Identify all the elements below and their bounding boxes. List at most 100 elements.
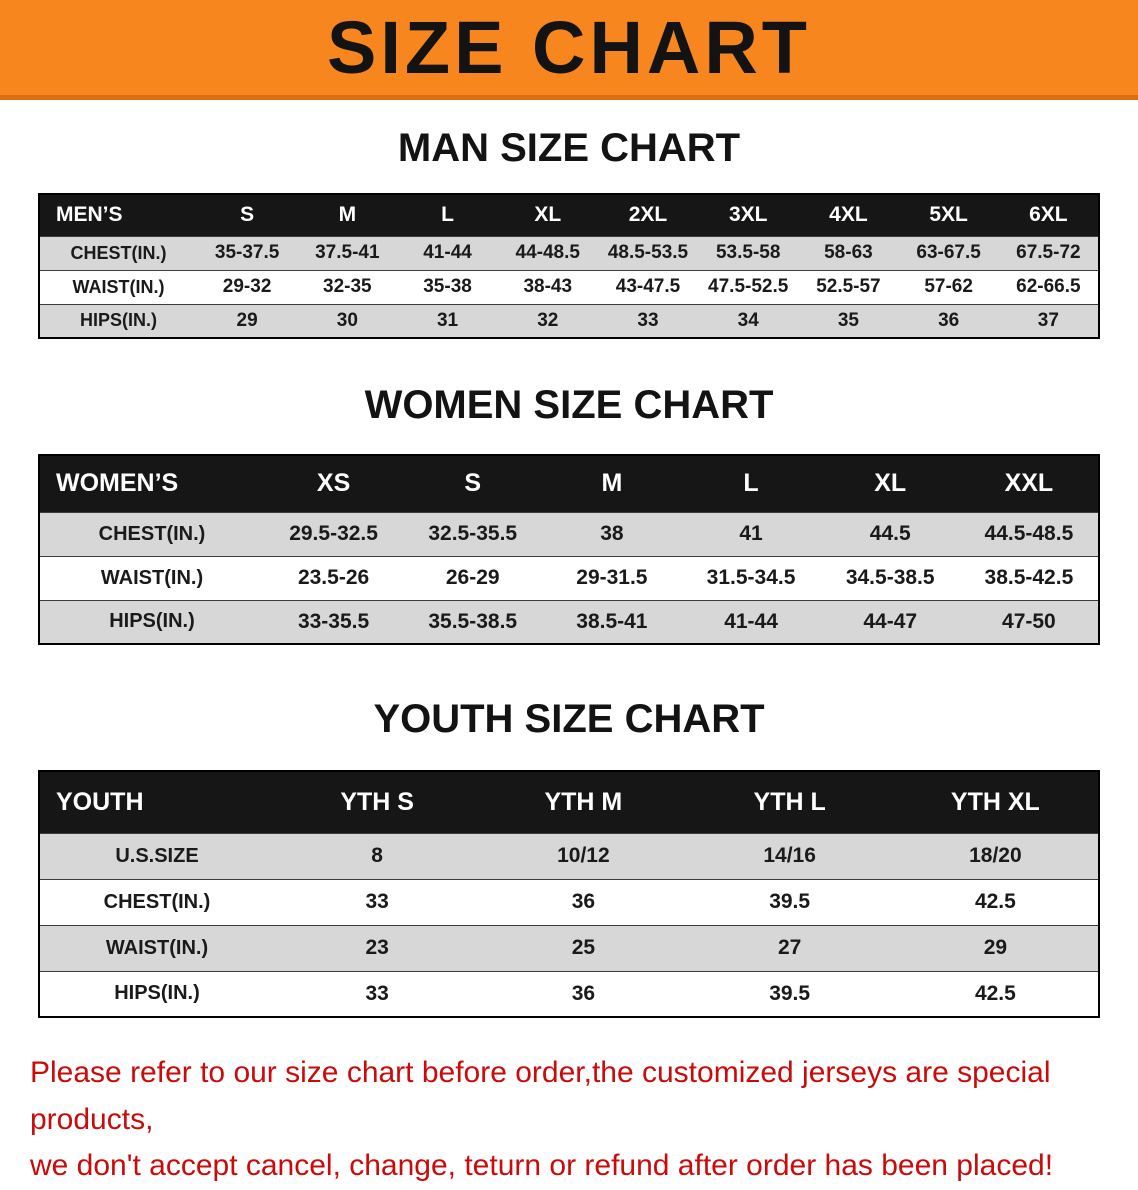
size-value-cell: 38.5-42.5 — [959, 555, 1099, 600]
men-waist-row: WAIST(IN.) 29-32 32-35 35-38 38-43 43-47… — [39, 269, 1099, 304]
size-value-cell: 39.5 — [686, 878, 893, 925]
size-column-header: L — [681, 455, 821, 512]
size-value-cell: 23 — [274, 924, 481, 971]
size-column-header: YTH S — [274, 771, 481, 833]
row-label: HIPS(IN.) — [39, 970, 274, 1017]
size-column-header: XS — [264, 455, 404, 512]
size-chart-banner: SIZE CHART — [0, 0, 1138, 100]
women-hips-row: HIPS(IN.) 33-35.5 35.5-38.5 38.5-41 41-4… — [39, 599, 1099, 644]
youth-hips-row: HIPS(IN.) 33 36 39.5 42.5 — [39, 970, 1099, 1017]
size-value-cell: 34.5-38.5 — [820, 555, 960, 600]
youth-chest-row: CHEST(IN.) 33 36 39.5 42.5 — [39, 878, 1099, 925]
size-value-cell: 14/16 — [686, 832, 893, 879]
women-size-chart-heading: WOMEN SIZE CHART — [364, 383, 774, 427]
size-column-header: 4XL — [798, 194, 899, 236]
size-column-header: M — [297, 194, 398, 236]
size-column-header: YTH XL — [892, 771, 1099, 833]
size-value-cell: 44.5-48.5 — [959, 511, 1099, 556]
size-value-cell: 43-47.5 — [597, 269, 699, 304]
size-value-cell: 31.5-34.5 — [681, 555, 821, 600]
row-label: WAIST(IN.) — [39, 269, 197, 304]
size-value-cell: 44.5 — [820, 511, 960, 556]
row-label: CHEST(IN.) — [39, 878, 274, 925]
size-value-cell: 53.5-58 — [698, 235, 799, 270]
men-table-title-cell: MEN’S — [39, 194, 197, 236]
size-value-cell: 30 — [297, 303, 398, 338]
size-value-cell: 10/12 — [480, 832, 687, 879]
size-column-header: 2XL — [597, 194, 699, 236]
disclaimer-line-2: we don't accept cancel, change, teturn o… — [30, 1149, 1054, 1182]
men-hips-row: HIPS(IN.) 29 30 31 32 33 34 35 36 37 — [39, 303, 1099, 338]
size-value-cell: 29-32 — [197, 269, 298, 304]
size-value-cell: 32 — [497, 303, 598, 338]
size-value-cell: 38-43 — [497, 269, 598, 304]
size-column-header: XL — [820, 455, 960, 512]
size-value-cell: 35.5-38.5 — [403, 599, 543, 644]
size-value-cell: 41 — [681, 511, 821, 556]
size-value-cell: 35-37.5 — [197, 235, 298, 270]
youth-ussize-row: U.S.SIZE 8 10/12 14/16 18/20 — [39, 832, 1099, 879]
size-value-cell: 42.5 — [892, 878, 1099, 925]
size-value-cell: 33-35.5 — [264, 599, 404, 644]
size-chart-title: SIZE CHART — [327, 6, 811, 89]
size-value-cell: 38.5-41 — [542, 599, 682, 644]
size-value-cell: 58-63 — [798, 235, 899, 270]
size-value-cell: 42.5 — [892, 970, 1099, 1017]
size-value-cell: 36 — [480, 878, 687, 925]
size-column-header: YTH M — [480, 771, 687, 833]
youth-size-table: YOUTH YTH S YTH M YTH L YTH XL U.S.SIZE … — [38, 770, 1100, 1018]
row-label: U.S.SIZE — [39, 832, 274, 879]
size-value-cell: 26-29 — [403, 555, 543, 600]
size-column-header: L — [397, 194, 498, 236]
row-label: HIPS(IN.) — [39, 303, 197, 338]
size-value-cell: 29 — [892, 924, 1099, 971]
size-column-header: XXL — [959, 455, 1099, 512]
youth-table-title-cell: YOUTH — [39, 771, 274, 833]
row-label: HIPS(IN.) — [39, 599, 264, 644]
size-value-cell: 31 — [397, 303, 498, 338]
size-value-cell: 48.5-53.5 — [597, 235, 699, 270]
size-value-cell: 62-66.5 — [998, 269, 1099, 304]
size-column-header: M — [542, 455, 682, 512]
disclaimer-line-1: Please refer to our size chart before or… — [30, 1056, 1051, 1136]
size-column-header: S — [197, 194, 298, 236]
size-value-cell: 29 — [197, 303, 298, 338]
size-column-header: 6XL — [998, 194, 1099, 236]
size-value-cell: 47.5-52.5 — [698, 269, 799, 304]
size-value-cell: 47-50 — [959, 599, 1099, 644]
row-label: CHEST(IN.) — [39, 235, 197, 270]
women-chest-row: CHEST(IN.) 29.5-32.5 32.5-35.5 38 41 44.… — [39, 511, 1099, 556]
size-value-cell: 34 — [698, 303, 799, 338]
row-label: CHEST(IN.) — [39, 511, 264, 556]
women-table-title-cell: WOMEN’S — [39, 455, 264, 512]
men-table-header-row: MEN’S S M L XL 2XL 3XL 4XL 5XL 6XL — [39, 194, 1099, 236]
size-value-cell: 29.5-32.5 — [264, 511, 404, 556]
size-value-cell: 27 — [686, 924, 893, 971]
size-value-cell: 52.5-57 — [798, 269, 899, 304]
size-column-header: XL — [497, 194, 598, 236]
size-value-cell: 35-38 — [397, 269, 498, 304]
men-chest-row: CHEST(IN.) 35-37.5 37.5-41 41-44 44-48.5… — [39, 235, 1099, 270]
size-value-cell: 44-47 — [820, 599, 960, 644]
women-waist-row: WAIST(IN.) 23.5-26 26-29 29-31.5 31.5-34… — [39, 555, 1099, 600]
men-size-chart-heading: MAN SIZE CHART — [397, 126, 741, 170]
size-value-cell: 32.5-35.5 — [403, 511, 543, 556]
size-value-cell: 41-44 — [681, 599, 821, 644]
size-value-cell: 36 — [480, 970, 687, 1017]
size-value-cell: 33 — [274, 878, 481, 925]
youth-waist-row: WAIST(IN.) 23 25 27 29 — [39, 924, 1099, 971]
size-value-cell: 39.5 — [686, 970, 893, 1017]
size-value-cell: 36 — [898, 303, 999, 338]
size-column-header: 3XL — [698, 194, 799, 236]
youth-table-header-row: YOUTH YTH S YTH M YTH L YTH XL — [39, 771, 1099, 833]
size-value-cell: 63-67.5 — [898, 235, 999, 270]
size-value-cell: 32-35 — [297, 269, 398, 304]
size-value-cell: 44-48.5 — [497, 235, 598, 270]
size-value-cell: 8 — [274, 832, 481, 879]
disclaimer-text: Please refer to our size chart before or… — [0, 1050, 1138, 1190]
size-value-cell: 37 — [998, 303, 1099, 338]
size-value-cell: 67.5-72 — [998, 235, 1099, 270]
size-value-cell: 41-44 — [397, 235, 498, 270]
size-column-header: YTH L — [686, 771, 893, 833]
youth-size-chart-heading: YOUTH SIZE CHART — [373, 697, 765, 741]
